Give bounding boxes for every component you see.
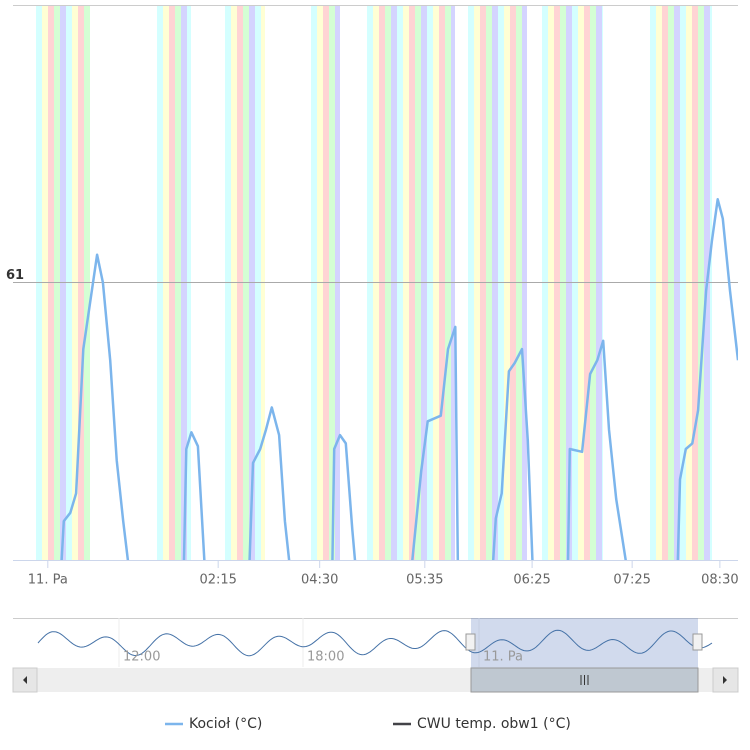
navigator-label: 12:00 (123, 650, 160, 665)
scrollbar (12, 667, 739, 693)
x-tick-label: 02:15 (199, 573, 236, 588)
navigator-label: 18:00 (307, 650, 344, 665)
legend-label: Kocioł (°C) (189, 716, 262, 732)
navigator-series (37, 629, 713, 657)
navigator[interactable]: 12:00 18:00 11. Pa (13, 618, 738, 668)
legend: Kocioł (°C) CWU temp. obw1 (°C) (165, 716, 571, 732)
series-line (60, 198, 738, 560)
legend-item[interactable]: Kocioł (°C) (165, 716, 262, 732)
x-tick-label: 11. Pa (28, 573, 68, 588)
x-tick-label: 06:25 (513, 573, 550, 588)
scrollbar-grip (580, 675, 589, 685)
x-tick-label: 04:30 (301, 573, 338, 588)
navigator-handle[interactable] (465, 633, 476, 651)
arrow-icon (723, 676, 727, 684)
y-tick-label: 61 (6, 268, 24, 283)
x-tick-label: 05:35 (406, 573, 443, 588)
navigator-mask (471, 618, 698, 668)
x-tick-label: 07:25 (613, 573, 650, 588)
legend-item[interactable]: CWU temp. obw1 (°C) (393, 716, 571, 732)
grid: 61 (6, 268, 738, 283)
x-axis: 11. Pa 02:15 04:30 05:35 06:25 07:25 08:30 (28, 560, 739, 588)
x-tick-label: 08:30 (701, 573, 738, 588)
legend-label: CWU temp. obw1 (°C) (417, 716, 571, 732)
navigator-handle[interactable] (692, 633, 703, 651)
arrow-icon (23, 676, 27, 684)
navigator-label: 11. Pa (483, 650, 523, 665)
series-lines (60, 198, 738, 560)
